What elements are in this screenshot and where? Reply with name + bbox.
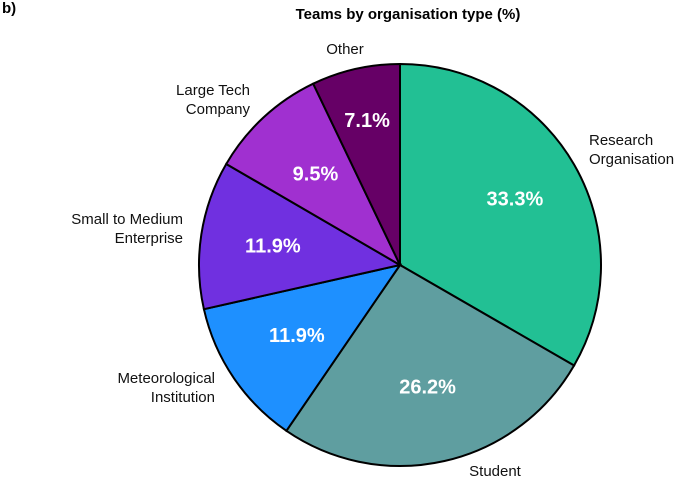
label-research: Research Organisation bbox=[589, 132, 675, 168]
slice-value-label: 26.2% bbox=[399, 377, 456, 399]
slice-value-label: 11.9% bbox=[269, 325, 325, 347]
label-other: Other bbox=[326, 41, 364, 58]
label-large-tech: Large Tech Company bbox=[176, 82, 250, 118]
label-meteorological: Meteorological Institution bbox=[117, 370, 215, 406]
slice-value-label: 11.9% bbox=[245, 235, 301, 257]
label-student: Student bbox=[469, 463, 521, 480]
pie-slice bbox=[285, 263, 576, 467]
pie-slice bbox=[224, 82, 403, 268]
panel-label: b) bbox=[2, 0, 17, 17]
slice-value-label: 33.3% bbox=[487, 189, 544, 211]
pie-slice bbox=[399, 62, 602, 367]
pie-slice bbox=[202, 263, 403, 433]
pie-slice bbox=[198, 162, 403, 311]
slice-value-label: 7.1% bbox=[344, 110, 390, 132]
pie-slice bbox=[311, 62, 401, 266]
slice-value-label: 9.5% bbox=[293, 163, 339, 185]
label-sme: Small to Medium Enterprise bbox=[71, 211, 183, 247]
chart-title: Teams by organisation type (%) bbox=[295, 6, 521, 23]
